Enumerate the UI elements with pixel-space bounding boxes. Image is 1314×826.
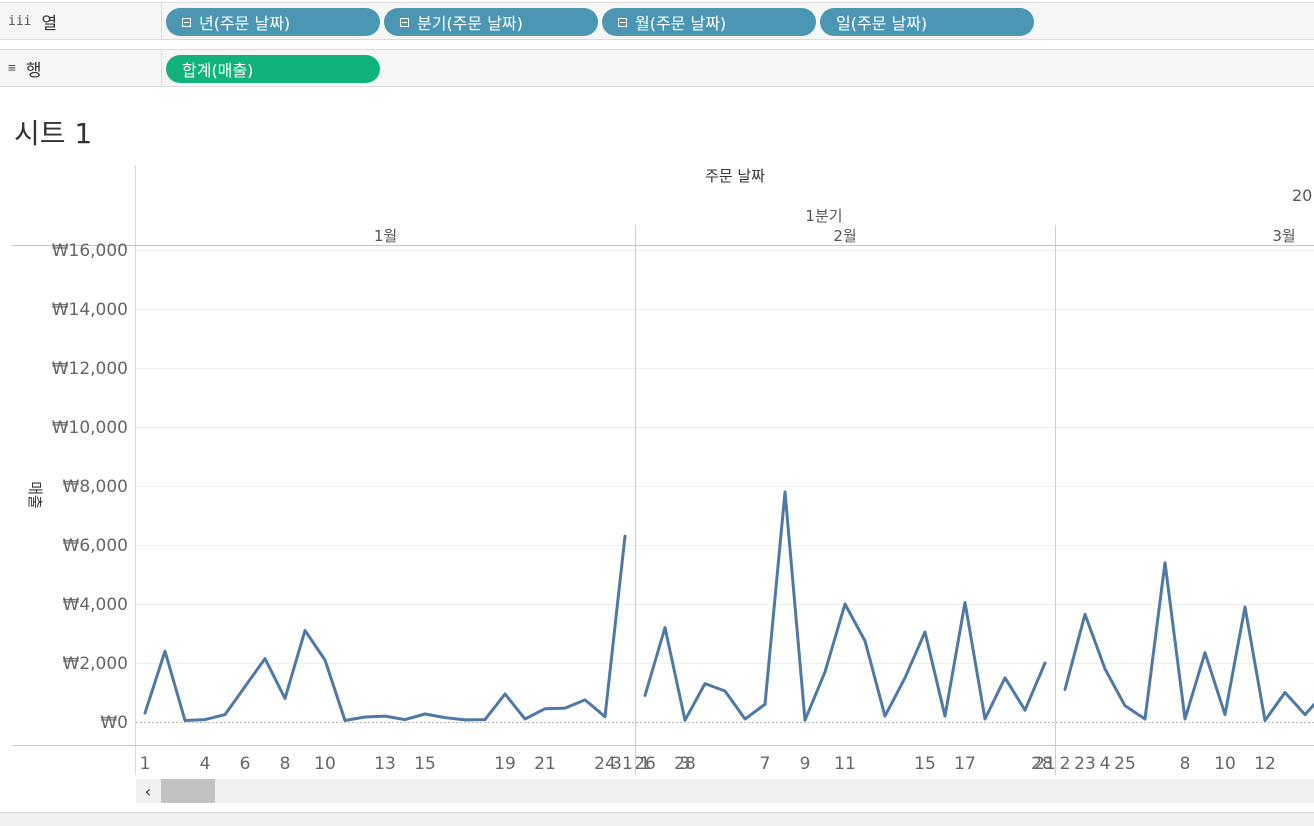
y-tick-label: ₩14,000 — [52, 300, 128, 320]
collapse-icon[interactable] — [182, 17, 191, 27]
x-tick-label: 3 — [680, 754, 691, 774]
horizontal-scrollbar[interactable] — [136, 779, 1314, 803]
x-tick-label: 15 — [414, 754, 436, 774]
pill-day-order-date[interactable]: 일(주문 날짜) — [820, 8, 1034, 36]
pill-label: 일(주문 날짜) — [836, 14, 928, 33]
pill-quarter-order-date[interactable]: 분기(주문 날짜) — [384, 8, 598, 36]
series-line — [1063, 561, 1314, 722]
y-tick-label: ₩12,000 — [52, 359, 128, 379]
month-header-label: 2월 — [833, 227, 856, 245]
x-tick-label: 31 — [611, 754, 633, 774]
month-header-label: 1월 — [374, 227, 397, 245]
rows-shelf: ≡ 행 합계(매출) — [0, 49, 1314, 87]
x-tick-label: 24 — [594, 754, 616, 774]
series-line — [643, 490, 1047, 722]
x-tick-label: 17 — [954, 754, 976, 774]
x-tick-label: 11 — [834, 754, 856, 774]
pill-label: 합계(매출) — [182, 61, 254, 80]
x-tick-label: 2 — [1060, 754, 1071, 774]
pill-year-order-date[interactable]: 년(주문 날짜) — [166, 8, 380, 36]
columns-shelf: iii 열 년(주문 날짜) 분기(주문 날짜) 월(주문 날짜) 일(주문 날… — [0, 2, 1314, 40]
scroll-left-icon[interactable]: ‹ — [144, 781, 152, 801]
columns-shelf-label: iii 열 — [0, 3, 162, 39]
x-tick-label: 7 — [760, 754, 771, 774]
x-tick-label: 10 — [314, 754, 336, 774]
y-tick-label: ₩16,000 — [52, 241, 128, 261]
x-tick-label: 26 — [634, 754, 656, 774]
header-field-label: 주문 날짜 — [705, 167, 765, 185]
x-tick-label: 8 — [1180, 754, 1191, 774]
y-tick-label: ₩4,000 — [63, 595, 128, 615]
x-tick-label: 15 — [914, 754, 936, 774]
scrollbar-thumb[interactable] — [161, 779, 215, 803]
x-tick-label: 1 — [140, 754, 151, 774]
x-tick-label: 12 — [1254, 754, 1276, 774]
y-tick-label: ₩8,000 — [63, 477, 128, 497]
columns-icon: iii — [8, 13, 32, 29]
x-tick-label: 25 — [1114, 754, 1136, 774]
x-tick-label: 13 — [374, 754, 396, 774]
rows-shelf-title: 행 — [25, 60, 42, 81]
pill-label: 월(주문 날짜) — [635, 14, 727, 33]
y-tick-label: ₩2,000 — [63, 654, 128, 674]
collapse-icon[interactable] — [618, 17, 627, 27]
x-tick-label: 1 — [640, 754, 651, 774]
x-tick-label: 23 — [1074, 754, 1096, 774]
x-tick-label: 28 — [674, 754, 696, 774]
x-tick-label: 21 — [534, 754, 556, 774]
x-tick-label: 28 — [1031, 754, 1053, 774]
y-tick-label: ₩0 — [100, 713, 128, 733]
x-tick-label: 8 — [280, 754, 291, 774]
x-tick-label: 4 — [1100, 754, 1111, 774]
series-line — [143, 534, 627, 722]
year-header-label: 20 — [1292, 186, 1312, 205]
x-tick-label: 6 — [240, 754, 251, 774]
quarter-header-label: 1분기 — [805, 207, 842, 225]
pill-label: 년(주문 날짜) — [199, 14, 291, 33]
rows-shelf-label: ≡ 행 — [0, 50, 162, 86]
x-tick-label: 4 — [200, 754, 211, 774]
sheet-tabs-strip — [0, 812, 1314, 826]
y-axis-title: 매출 — [26, 481, 44, 509]
pill-label: 분기(주문 날짜) — [417, 14, 523, 33]
month-header-label: 3월 — [1272, 227, 1295, 245]
x-tick-label: 10 — [1214, 754, 1236, 774]
y-tick-label: ₩10,000 — [52, 418, 128, 438]
collapse-icon[interactable] — [400, 17, 409, 27]
pill-sum-sales[interactable]: 합계(매출) — [166, 55, 380, 83]
pill-month-order-date[interactable]: 월(주문 날짜) — [602, 8, 816, 36]
rows-icon: ≡ — [8, 60, 16, 76]
y-tick-label: ₩6,000 — [63, 536, 128, 556]
x-tick-label: 21 — [1034, 754, 1056, 774]
x-tick-label: 19 — [494, 754, 516, 774]
x-tick-label: 9 — [800, 754, 811, 774]
sheet-title: 시트 1 — [14, 117, 93, 150]
columns-shelf-title: 열 — [41, 13, 58, 34]
